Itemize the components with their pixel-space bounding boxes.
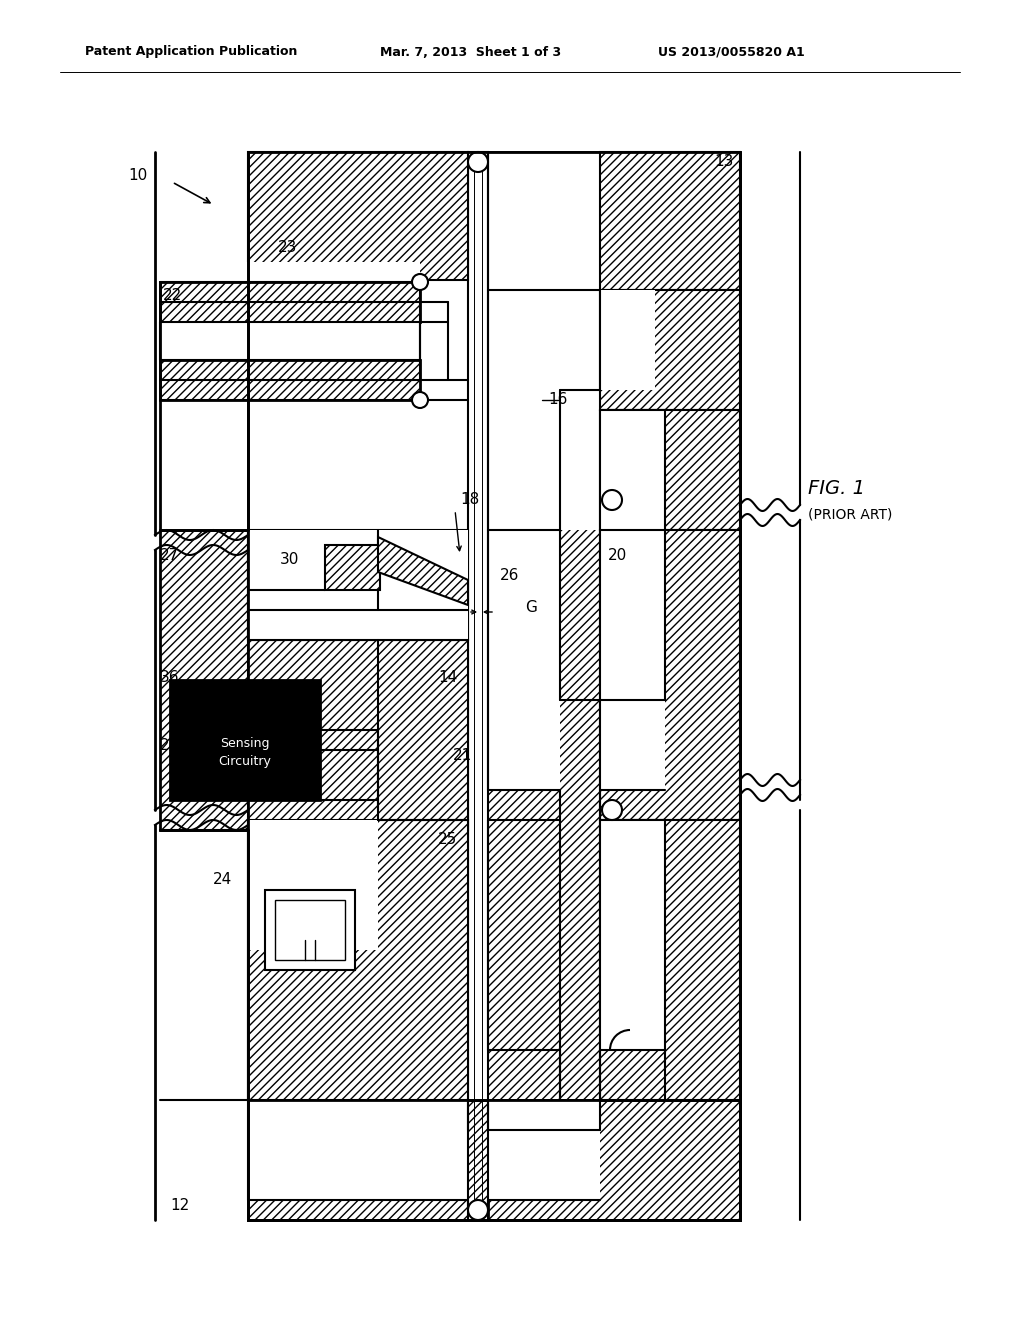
Bar: [248, 152, 740, 1220]
Circle shape: [468, 152, 488, 172]
Text: (PRIOR ART): (PRIOR ART): [808, 508, 892, 521]
Text: 24: 24: [213, 873, 232, 887]
Bar: [170, 680, 319, 800]
Text: 26: 26: [500, 568, 519, 582]
Circle shape: [602, 490, 622, 510]
Text: Mar. 7, 2013  Sheet 1 of 3: Mar. 7, 2013 Sheet 1 of 3: [380, 45, 561, 58]
Bar: [468, 152, 488, 1220]
Bar: [600, 531, 740, 820]
Bar: [160, 322, 420, 360]
Bar: [248, 531, 468, 1100]
Bar: [488, 1100, 740, 1220]
Bar: [325, 545, 380, 590]
Bar: [160, 282, 420, 322]
Bar: [488, 152, 600, 531]
Text: US 2013/0055820 A1: US 2013/0055820 A1: [658, 45, 805, 58]
Bar: [600, 290, 655, 389]
Text: Circuitry: Circuitry: [218, 755, 271, 768]
Bar: [468, 152, 488, 1220]
Bar: [248, 640, 468, 830]
Circle shape: [412, 275, 428, 290]
Bar: [248, 531, 468, 640]
Bar: [488, 531, 560, 789]
Circle shape: [412, 392, 428, 408]
Text: G: G: [525, 601, 537, 615]
Text: 27: 27: [160, 548, 179, 562]
Text: 20: 20: [608, 548, 628, 562]
Bar: [170, 680, 248, 800]
Bar: [600, 411, 665, 531]
Bar: [378, 531, 468, 640]
Bar: [248, 531, 378, 640]
Bar: [600, 152, 740, 290]
Bar: [160, 531, 248, 830]
Text: Sensing: Sensing: [220, 737, 269, 750]
Text: 25: 25: [438, 833, 458, 847]
Bar: [488, 1100, 600, 1200]
Bar: [248, 1100, 468, 1200]
Text: 10: 10: [128, 168, 147, 182]
Bar: [600, 290, 740, 411]
Bar: [248, 152, 468, 280]
Text: 12: 12: [170, 1197, 189, 1213]
Text: 36: 36: [160, 671, 179, 685]
Circle shape: [602, 800, 622, 820]
Text: 13: 13: [714, 154, 733, 169]
Text: 30: 30: [280, 553, 299, 568]
Bar: [600, 820, 665, 1049]
Text: 22: 22: [163, 288, 182, 302]
Bar: [248, 1100, 740, 1220]
Polygon shape: [378, 537, 468, 605]
Bar: [275, 900, 345, 960]
Bar: [248, 820, 468, 1100]
Text: 21: 21: [453, 747, 472, 763]
Bar: [265, 890, 355, 970]
Bar: [600, 411, 740, 531]
Bar: [488, 152, 608, 531]
Bar: [600, 820, 740, 1100]
Bar: [160, 360, 420, 400]
Bar: [248, 820, 378, 950]
Bar: [160, 261, 420, 282]
Text: 14: 14: [438, 671, 458, 685]
Text: 28: 28: [160, 738, 179, 752]
Text: Patent Application Publication: Patent Application Publication: [85, 45, 297, 58]
Text: FIG. 1: FIG. 1: [808, 479, 865, 498]
Bar: [248, 280, 468, 531]
Text: 18: 18: [460, 492, 479, 507]
Bar: [600, 531, 665, 789]
Circle shape: [468, 1200, 488, 1220]
Text: 23: 23: [278, 240, 297, 256]
Text: 16: 16: [548, 392, 567, 408]
